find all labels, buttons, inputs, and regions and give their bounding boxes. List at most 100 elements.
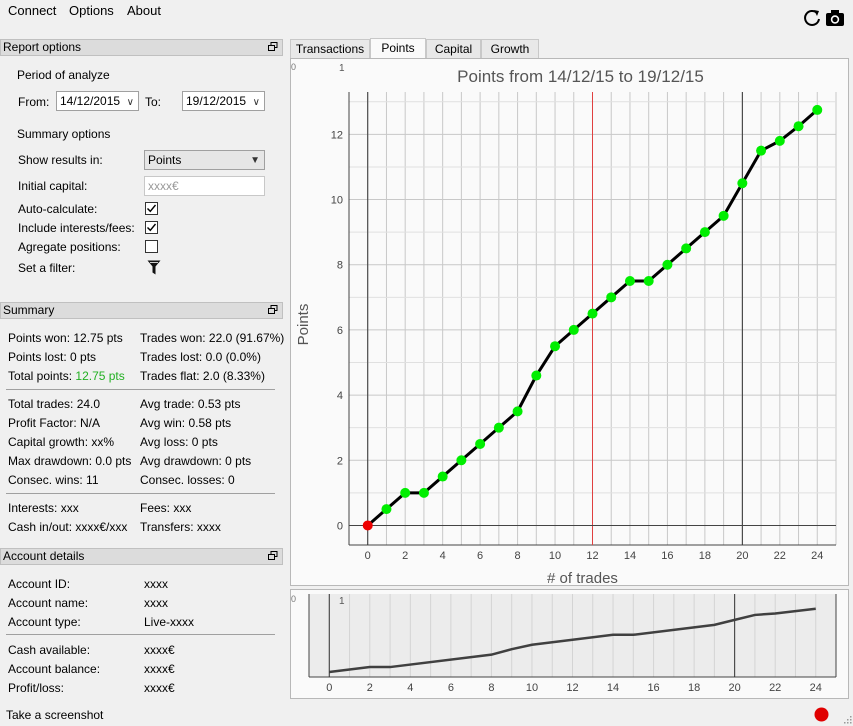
account-id-label: Account ID: xyxy=(8,577,71,591)
chart-title: Points from 14/12/15 to 19/12/15 xyxy=(457,67,704,86)
filter-icon[interactable] xyxy=(147,260,161,275)
fees: Fees: xxx xyxy=(140,501,192,515)
data-point xyxy=(512,406,523,417)
x-tick-label: 4 xyxy=(407,682,413,694)
trades-flat: Trades flat: 2.0 (8.33%) xyxy=(140,369,265,383)
profit-loss-label: Profit/loss: xyxy=(8,681,65,695)
auto-calc-checkbox[interactable] xyxy=(145,202,158,215)
total-points: Total points: 12.75 pts xyxy=(8,369,125,383)
max-drawdown: Max drawdown: 0.0 pts xyxy=(8,454,132,468)
x-tick-label: 0 xyxy=(326,682,332,694)
x-tick-label: 16 xyxy=(647,682,659,694)
overview-chart[interactable]: 0 10 2 4 6 8 10 12 14 16 18 20 22 24 xyxy=(291,590,848,698)
to-date-value: 19/12/2015 xyxy=(186,94,247,108)
tab-points[interactable]: Points xyxy=(370,38,426,59)
initial-capital-placeholder: xxxx€ xyxy=(148,179,179,193)
points-won: Points won: 12.75 pts xyxy=(8,331,123,345)
capital-growth: Capital growth: xx% xyxy=(8,435,115,449)
account-name-label: Account name: xyxy=(8,596,89,610)
tab-transactions[interactable]: Transactions xyxy=(290,39,370,58)
data-point xyxy=(624,276,635,287)
undock-icon[interactable] xyxy=(268,42,278,52)
caret-down-icon: ▼ xyxy=(250,155,260,166)
x-tick-label: 2 xyxy=(367,682,373,694)
data-point xyxy=(587,308,598,319)
profit-factor: Profit Factor: N/A xyxy=(8,416,101,430)
aggregate-checkbox[interactable] xyxy=(145,240,158,253)
data-point xyxy=(774,135,785,146)
tab-capital[interactable]: Capital xyxy=(426,39,481,58)
y-tick-label: 0 xyxy=(337,520,343,532)
show-results-label: Show results in: xyxy=(18,153,103,167)
y-tick-label: 12 xyxy=(331,129,343,141)
menu-options[interactable]: Options xyxy=(69,3,114,18)
x-tick-label: 8 xyxy=(515,550,521,562)
x-tick-label: 10 xyxy=(526,682,538,694)
avg-trade: Avg trade: 0.53 pts xyxy=(140,397,241,411)
x-tick-label: 14 xyxy=(624,550,636,562)
data-point xyxy=(381,504,392,515)
y-tick-label: 6 xyxy=(337,325,343,337)
summary-header: Summary xyxy=(0,302,283,319)
to-label: To: xyxy=(145,95,162,109)
x-tick-label: 24 xyxy=(810,682,822,694)
undock-icon[interactable] xyxy=(268,305,278,315)
account-id-value: xxxx xyxy=(144,577,168,591)
data-point xyxy=(756,145,767,156)
points-chart[interactable]: 0 1 Points from 14/12/15 to 19/12/150 2 4 6 8 1… xyxy=(291,59,848,585)
account-type-value: Live-xxxx xyxy=(144,615,195,629)
corner-label: 1 xyxy=(339,63,345,74)
x-tick-label: 2 xyxy=(402,550,408,562)
show-results-select[interactable]: Points ▼ xyxy=(144,150,265,170)
from-date-input[interactable]: 14/12/2015 ∨ xyxy=(56,91,139,111)
to-date-input[interactable]: 19/12/2015 ∨ xyxy=(182,91,265,111)
cash-available-value: xxxx€ xyxy=(144,643,175,657)
refresh-icon[interactable] xyxy=(802,8,822,28)
y-axis-label: Points xyxy=(295,304,312,346)
check-icon xyxy=(147,204,157,213)
camera-icon[interactable] xyxy=(825,8,845,28)
account-balance-label: Account balance: xyxy=(8,662,101,676)
interests-checkbox[interactable] xyxy=(145,221,158,234)
x-tick-label: 14 xyxy=(607,682,619,694)
menu-connect[interactable]: Connect xyxy=(8,3,57,18)
consec-wins: Consec. wins: 11 xyxy=(8,473,99,487)
data-point xyxy=(737,178,748,189)
total-points-label: Total points: xyxy=(8,369,73,383)
data-point xyxy=(362,520,373,531)
resize-grip-icon[interactable] xyxy=(842,714,852,724)
x-tick-label: 8 xyxy=(488,682,494,694)
summary-divider xyxy=(6,493,275,494)
data-point xyxy=(475,438,486,449)
y-tick-label: 10 xyxy=(331,195,343,207)
total-trades: Total trades: 24.0 xyxy=(8,397,101,411)
corner-label: 1 xyxy=(339,596,345,607)
points-tab-panel xyxy=(290,58,849,586)
x-tick-label: 4 xyxy=(440,550,446,562)
account-details-header: Account details xyxy=(0,548,283,565)
x-tick-label: 22 xyxy=(774,550,786,562)
x-tick-label: 24 xyxy=(811,550,823,562)
x-tick-label: 16 xyxy=(661,550,673,562)
x-tick-label: 22 xyxy=(769,682,781,694)
x-tick-label: 12 xyxy=(566,682,578,694)
data-point xyxy=(400,487,411,498)
account-balance-value: xxxx€ xyxy=(144,662,175,676)
data-point xyxy=(643,276,654,287)
status-indicator xyxy=(814,707,829,722)
aggregate-label: Agregate positions: xyxy=(18,240,121,254)
tab-growth[interactable]: Growth xyxy=(481,39,539,58)
data-point xyxy=(550,341,561,352)
y-tick-label: 2 xyxy=(337,455,343,467)
avg-drawdown: Avg drawdown: 0 pts xyxy=(140,454,252,468)
report-options-title: Report options xyxy=(3,40,82,54)
points-lost: Points lost: 0 pts xyxy=(8,350,97,364)
menu-about[interactable]: About xyxy=(127,3,161,18)
initial-capital-input[interactable]: xxxx€ xyxy=(144,176,265,196)
undock-icon[interactable] xyxy=(268,551,278,561)
data-point xyxy=(662,259,673,270)
cash-inout: Cash in/out: xxxx€/xxx xyxy=(8,520,128,534)
corner-label: 0 xyxy=(291,594,296,604)
data-point xyxy=(718,210,729,221)
period-label: Period of analyze xyxy=(17,68,110,82)
